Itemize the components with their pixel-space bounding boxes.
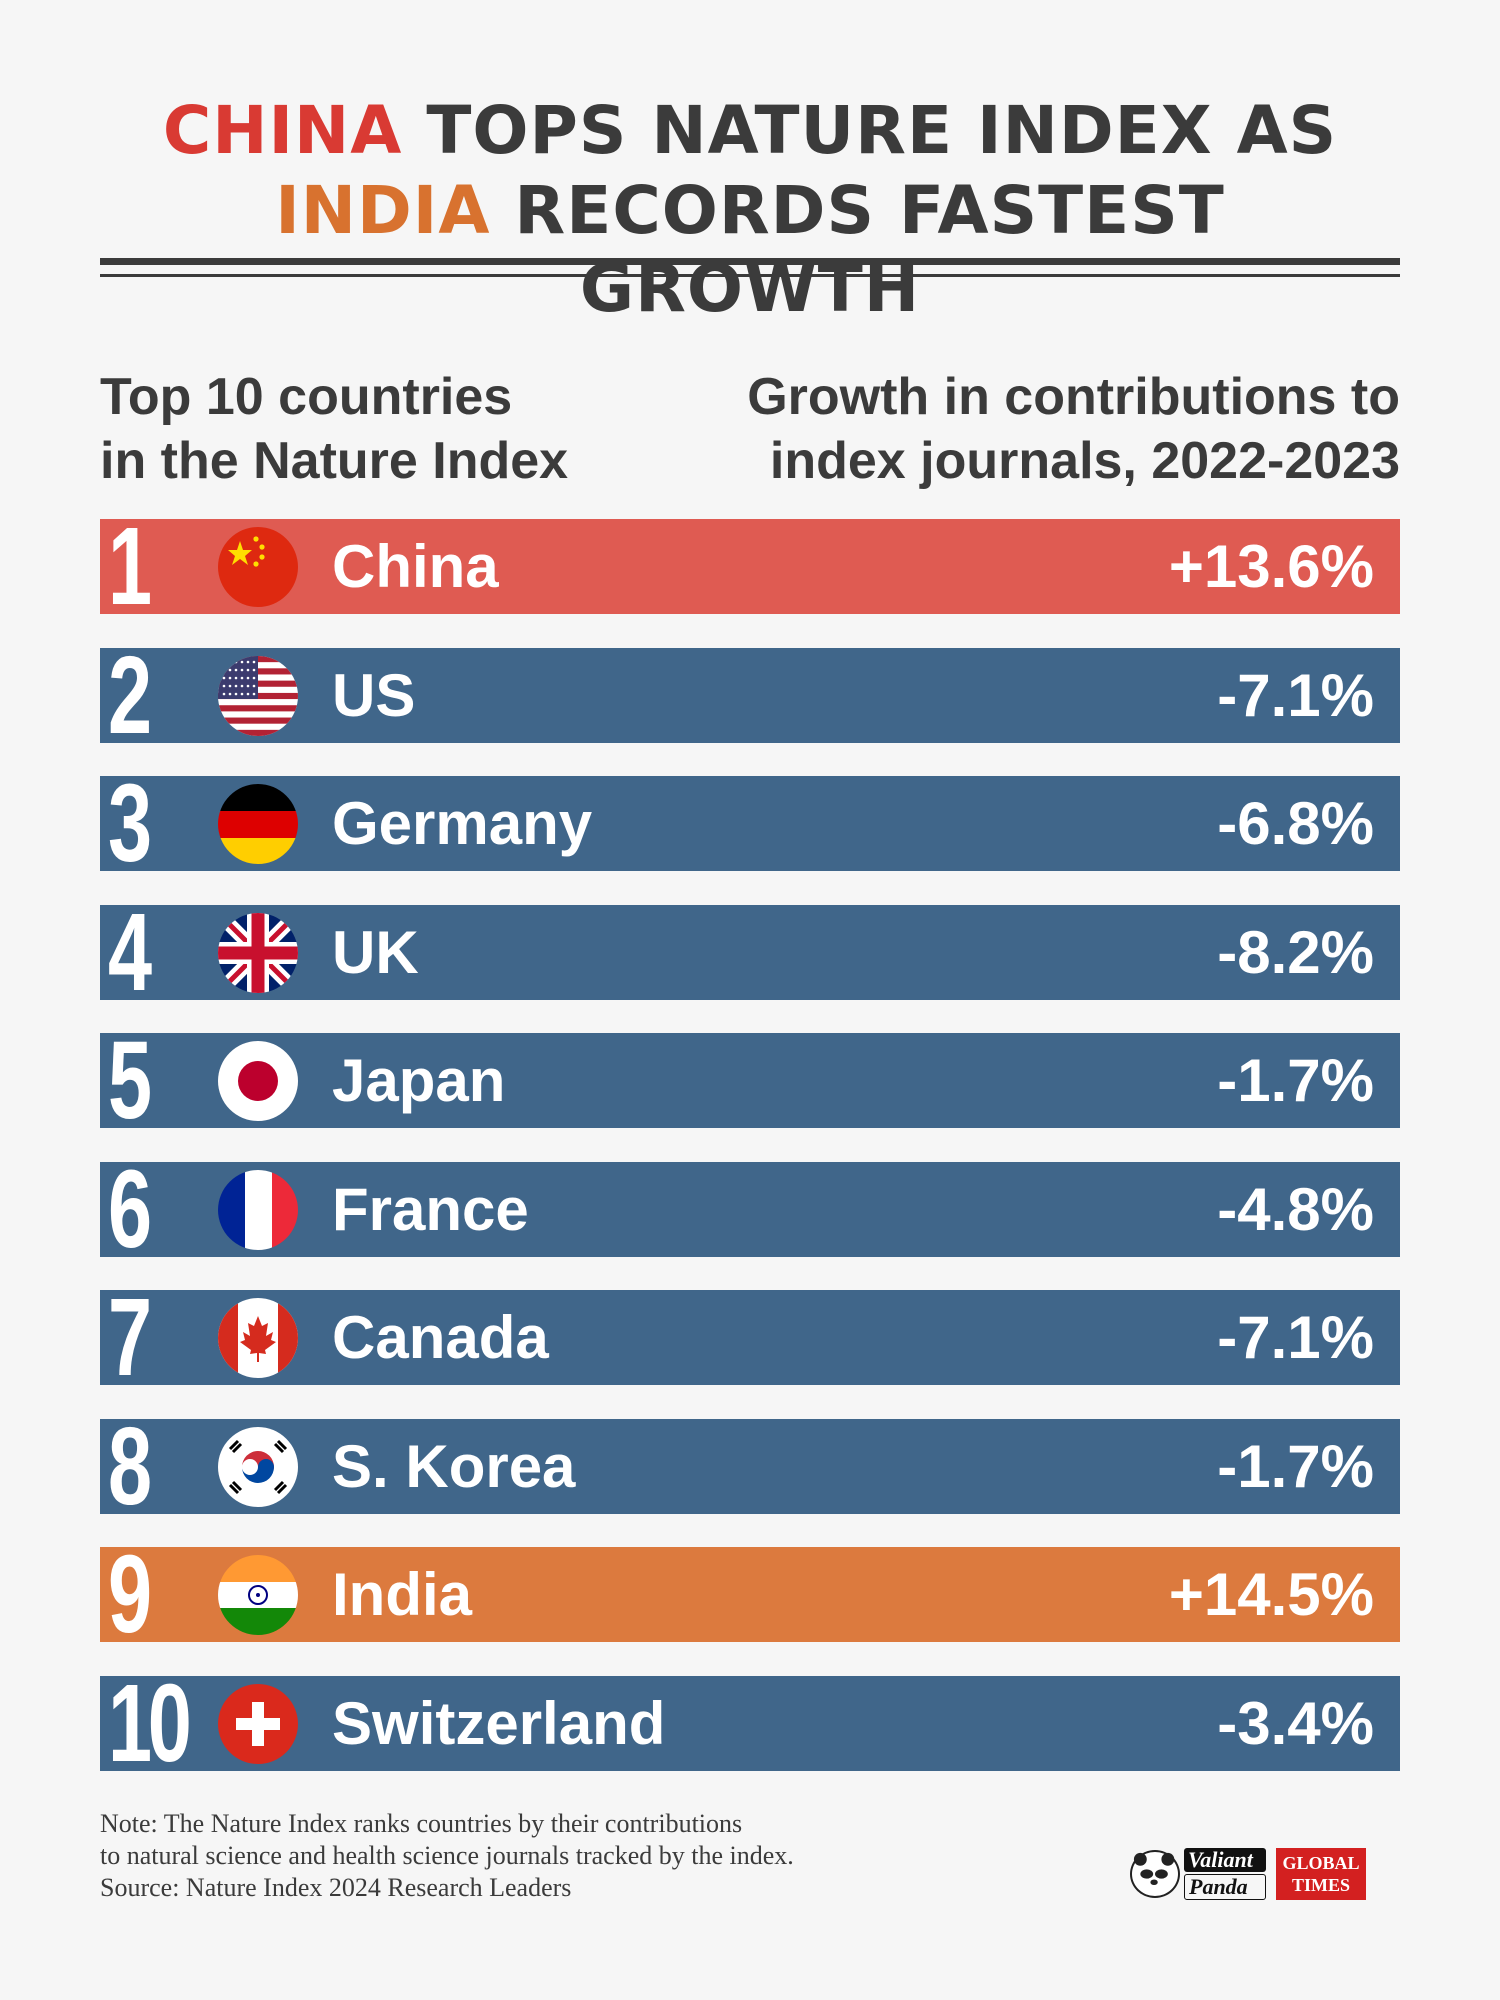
table-row: 7 Canada -7.1% [100, 1283, 1400, 1393]
table-row: 3 Germany -6.8% [100, 769, 1400, 879]
south-korea-flag-icon [218, 1426, 298, 1507]
rank-number: 3 [108, 762, 152, 885]
table-row: 9 India +14.5% [100, 1540, 1400, 1650]
column-header-growth: Growth in contributions to index journal… [747, 368, 1400, 490]
country-name: S. Korea [332, 1432, 576, 1500]
title-divider-thin [100, 274, 1400, 277]
title-divider-thick [100, 258, 1400, 265]
rank-number: 7 [108, 1276, 152, 1399]
rank-number: 9 [108, 1533, 152, 1656]
growth-value: -7.1% [1217, 1304, 1374, 1371]
switzerland-flag-icon [218, 1683, 298, 1764]
growth-value: -8.2% [1217, 918, 1374, 986]
table-row: 2 US -7.1% [100, 640, 1400, 750]
germany-flag-icon [218, 784, 298, 864]
us-flag-icon [218, 655, 298, 736]
growth-value: -1.7% [1217, 1432, 1374, 1500]
canada-flag-icon [218, 1298, 298, 1378]
growth-value: -7.1% [1217, 661, 1374, 729]
rank-number: 1 [108, 505, 152, 628]
table-row: 1 China +13.6% [100, 512, 1400, 622]
country-name: India [332, 1561, 473, 1628]
global-times-logo: GLOBAL TIMES [1276, 1848, 1366, 1900]
growth-value: -6.8% [1217, 790, 1374, 857]
country-name: Japan [332, 1047, 506, 1114]
rank-number: 10 [108, 1661, 192, 1785]
country-name: France [332, 1175, 529, 1243]
headline-india: INDIA [275, 172, 491, 249]
footnote-line-1: Note: The Nature Index ranks countries b… [100, 1809, 743, 1838]
france-flag-icon [218, 1169, 298, 1250]
rank-number: 6 [108, 1147, 152, 1271]
china-flag-icon [218, 527, 298, 607]
footnote: Note: The Nature Index ranks countries b… [100, 1808, 1000, 1904]
country-name: Germany [332, 790, 593, 857]
table-row: 6 France -4.8% [100, 1154, 1400, 1264]
growth-value: -3.4% [1217, 1689, 1374, 1757]
country-name: China [332, 533, 499, 600]
valiant-panda-wordmark: Valiant Panda [1184, 1848, 1266, 1900]
headline-line-1: CHINA TOPS NATURE INDEX AS [100, 92, 1400, 170]
growth-value: -1.7% [1217, 1047, 1374, 1114]
column-header-countries: Top 10 countries in the Nature Index [100, 368, 569, 490]
growth-value: -4.8% [1217, 1175, 1374, 1243]
table-row: 4 UK -8.2% [100, 897, 1400, 1007]
footnote-source: Source: Nature Index 2024 Research Leade… [100, 1873, 572, 1902]
publisher-logos: Valiant Panda GLOBAL TIMES [1128, 1846, 1373, 1902]
country-name: US [332, 661, 416, 729]
headline-china: CHINA [162, 92, 403, 169]
country-name: Switzerland [332, 1689, 666, 1757]
valiant-panda-logo: Valiant Panda [1128, 1846, 1268, 1902]
country-name: Canada [332, 1304, 549, 1371]
japan-flag-icon [218, 1041, 298, 1121]
headline-line-1-rest: TOPS NATURE INDEX AS [402, 92, 1338, 169]
rank-number: 8 [108, 1404, 152, 1528]
growth-value: +13.6% [1168, 533, 1374, 600]
uk-flag-icon [218, 912, 298, 993]
headline-line-2-rest: RECORDS FASTEST GROWTH [490, 172, 1225, 327]
footnote-line-2: to natural science and health science jo… [100, 1841, 794, 1870]
panda-icon [1130, 1850, 1180, 1898]
rank-number: 5 [108, 1019, 152, 1142]
table-row: 8 S. Korea -1.7% [100, 1411, 1400, 1521]
table-row: 10 Switzerland -3.4% [100, 1668, 1400, 1778]
growth-value: +14.5% [1168, 1561, 1374, 1628]
headline-line-2: INDIA RECORDS FASTEST GROWTH [100, 172, 1400, 328]
table-row: 5 Japan -1.7% [100, 1026, 1400, 1136]
country-name: UK [332, 918, 419, 986]
rank-number: 2 [108, 633, 152, 757]
india-flag-icon [218, 1555, 298, 1635]
rank-number: 4 [108, 890, 152, 1014]
